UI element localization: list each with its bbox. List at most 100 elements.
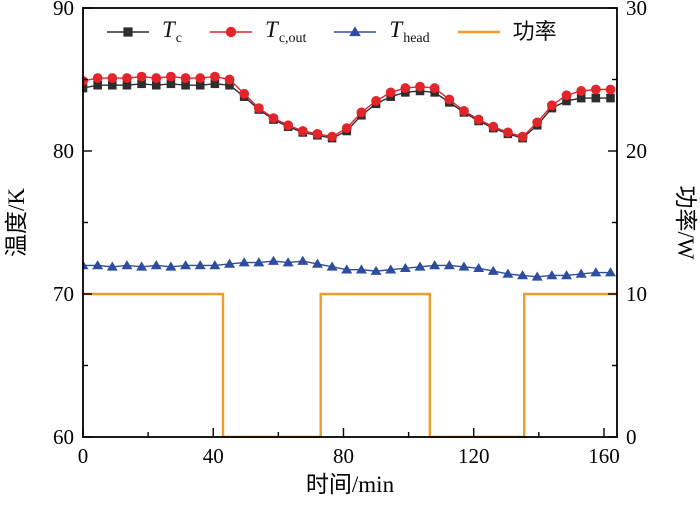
circle-marker: [122, 73, 132, 83]
triangle-marker: [165, 261, 177, 271]
circle-marker: [503, 127, 513, 138]
triangle-marker: [399, 262, 411, 273]
circle-marker: [224, 74, 235, 85]
circle-marker: [576, 86, 587, 96]
circle-marker: [92, 73, 103, 83]
series-layer: [82, 71, 617, 438]
legend-item-thead: Thead: [333, 18, 430, 47]
triangle-marker: [561, 270, 573, 280]
square-marker: [166, 79, 176, 89]
square-marker: [137, 79, 146, 89]
series-4: [83, 292, 617, 438]
square-marker: [562, 96, 571, 106]
circle-marker: [459, 106, 469, 116]
circle-marker: [415, 81, 425, 92]
circle-marker-swatch: [210, 26, 253, 38]
triangle-marker: [370, 265, 382, 275]
x-tick-label: 160: [588, 444, 620, 468]
legend-label-power: 功率: [512, 19, 557, 44]
triangle-marker: [502, 268, 514, 278]
y-right-tick-label: 10: [626, 282, 647, 306]
triangle-marker: [121, 260, 133, 270]
square-marker: [195, 80, 205, 90]
circle-marker: [268, 113, 279, 124]
circle-marker: [561, 90, 572, 101]
square-marker: [123, 27, 133, 37]
series-2: [82, 71, 616, 142]
triangle-marker: [575, 268, 587, 278]
series-3: [82, 255, 616, 281]
circle-marker: [312, 128, 323, 139]
x-tick-label: 120: [458, 444, 490, 468]
ticks-layer: [82, 7, 617, 438]
square-marker: [93, 80, 102, 90]
triangle-marker: [209, 260, 221, 270]
legend-item-tcout: Tc,out: [209, 18, 306, 47]
y-left-tick-label: 90: [53, 0, 74, 20]
x-tick-label: 0: [78, 444, 89, 468]
square-marker: [591, 93, 601, 103]
triangle-marker: [238, 257, 250, 267]
triangle-marker: [136, 261, 148, 271]
y-right-tick-label: 20: [626, 139, 647, 163]
triangle-marker: [355, 264, 367, 274]
circle-marker: [239, 88, 250, 99]
circle-marker: [371, 96, 381, 106]
triangle-marker: [349, 26, 362, 37]
y-right-tick-label: 30: [626, 0, 647, 20]
circle-marker: [107, 73, 118, 83]
circle-marker: [225, 26, 237, 38]
triangle-marker: [604, 267, 616, 277]
square-marker: [108, 80, 117, 90]
circle-marker: [473, 114, 484, 125]
triangle-marker: [267, 255, 279, 265]
circle-marker: [488, 121, 499, 132]
triangle-marker: [92, 260, 104, 270]
circle-marker: [166, 71, 176, 82]
x-axis-title: 时间/min: [306, 472, 395, 497]
triangle-marker: [487, 265, 499, 275]
circle-marker: [546, 100, 557, 111]
triangle-marker: [282, 257, 294, 267]
triangle-marker: [224, 258, 236, 268]
triangle-marker: [297, 255, 309, 265]
square-marker: [576, 93, 586, 103]
triangle-marker: [443, 260, 455, 270]
square-marker: [151, 80, 161, 90]
legend-item-power: 功率: [457, 21, 557, 43]
circle-marker: [356, 107, 367, 118]
circle-marker: [444, 94, 455, 105]
circle-marker: [253, 103, 264, 113]
square-marker: [122, 80, 132, 90]
circle-marker: [151, 73, 162, 83]
tick-labels-layer: 0 40 80 120 160 60 70 80 90 0 10 20 30: [53, 0, 647, 468]
square-marker: [210, 79, 220, 89]
y-right-tick-label: 0: [626, 425, 637, 449]
circle-marker: [517, 131, 528, 142]
series-line: [83, 292, 617, 438]
triangle-marker: [414, 261, 426, 271]
triangle-marker: [194, 260, 206, 270]
circle-marker: [400, 83, 411, 93]
circle-marker: [341, 123, 352, 134]
triangle-marker: [385, 264, 397, 274]
circle-marker: [297, 126, 308, 136]
triangle-marker: [311, 258, 323, 268]
circle-marker: [180, 73, 191, 83]
triangle-marker: [517, 270, 529, 280]
triangle-marker: [590, 267, 602, 277]
square-marker: [225, 80, 234, 90]
circle-marker: [532, 117, 543, 128]
triangle-marker-swatch: [334, 26, 377, 37]
triangle-marker: [473, 262, 485, 273]
x-tick-label: 40: [203, 444, 224, 468]
triangle-marker: [429, 260, 441, 270]
y-left-axis-title: 温度/K: [4, 188, 29, 257]
circle-marker: [209, 71, 220, 82]
line-swatch: [457, 30, 500, 34]
triangle-marker: [458, 261, 470, 271]
triangle-marker: [326, 261, 338, 271]
legend-label-tc: Tc: [162, 16, 183, 47]
